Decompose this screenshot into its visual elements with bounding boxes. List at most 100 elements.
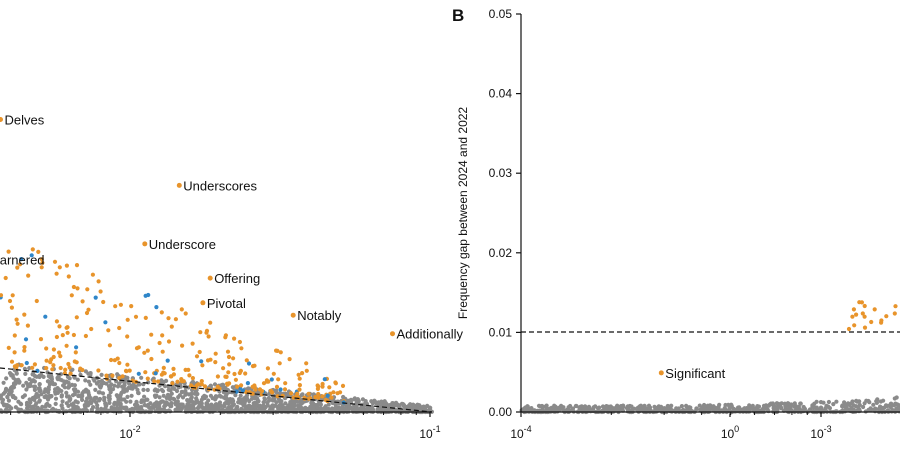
- panel-a-gray-point: [164, 378, 169, 383]
- panel-a-gray-point: [61, 383, 66, 388]
- panel-a-point: [69, 293, 74, 298]
- panel-a-gray-point: [217, 400, 223, 405]
- panel-a-gray-point: [180, 390, 185, 395]
- panel-a-gray-point: [32, 387, 38, 393]
- panel-a-gray-point: [60, 399, 65, 404]
- panel-a-point-label: Underscores: [183, 178, 257, 193]
- panel-b-point: [851, 307, 857, 312]
- panel-a-point: [90, 272, 95, 277]
- panel-a-gray-point: [24, 400, 30, 405]
- panel-a-point: [171, 366, 176, 371]
- panel-a-point: [109, 357, 114, 363]
- panel-a-point: [180, 343, 185, 348]
- panel-a-gray-point: [41, 374, 46, 379]
- panel-a-point: [39, 265, 44, 270]
- panel-a-point: [278, 350, 283, 355]
- panel-a-point: [304, 368, 309, 373]
- panel-a-gray-point: [70, 393, 76, 398]
- panel-a-point: [233, 377, 238, 382]
- panel-a-gray-point: [153, 403, 159, 408]
- panel-a-point: [212, 387, 217, 392]
- panel-a-point: [133, 314, 139, 319]
- panel-b-gray-point: [821, 400, 826, 405]
- panel-a-point: [22, 348, 27, 353]
- panel-a-point: [57, 265, 62, 270]
- panel-b-gray-point: [815, 409, 820, 414]
- panel-a-gray-point: [35, 393, 40, 398]
- panel-a-gray-point: [189, 391, 194, 396]
- panel-b-point: [846, 326, 852, 332]
- panel-b-gray-point: [597, 405, 602, 410]
- panel-a-gray-point: [102, 395, 107, 400]
- panel-a-gray-point: [322, 407, 327, 412]
- panel-a-gray-point: [73, 387, 78, 392]
- panel-a-gray-point: [298, 404, 303, 410]
- panel-a-point: [270, 390, 275, 395]
- panel-a-gray-point: [47, 403, 52, 408]
- panel-a-gray-point: [173, 407, 178, 412]
- tick-base: 10: [419, 427, 433, 441]
- panel-b-gray-point: [604, 404, 609, 409]
- panel-b-gray-point: [842, 400, 847, 405]
- panel-a-point: [124, 369, 129, 374]
- panel-a-point: [297, 383, 302, 388]
- panel-a-point: [89, 326, 94, 332]
- panel-b-gray-point: [868, 406, 873, 411]
- panel-a-gray-point: [59, 393, 64, 398]
- panel-a-point: [66, 274, 71, 279]
- panel-a-point: [15, 265, 20, 270]
- panel-b-gray-point: [798, 401, 803, 406]
- panel-b-gray-point: [642, 403, 647, 408]
- panel-a-point: [44, 346, 49, 351]
- panel-a-point: [266, 379, 271, 384]
- panel-b-gray-point: [585, 405, 590, 410]
- panel-a-gray-point: [32, 397, 37, 402]
- panel-a-point: [22, 345, 27, 350]
- panel-a-gray-point: [333, 403, 338, 408]
- panel-a-gray-point: [193, 401, 198, 406]
- panel-a-point: [316, 391, 321, 397]
- panel-b-point: [860, 311, 865, 316]
- panel-b-gray-point: [792, 404, 797, 409]
- panel-a-point: [200, 363, 205, 368]
- panel-a-point: [187, 373, 192, 378]
- tick-base: 10: [810, 427, 824, 441]
- panel-a-point: [80, 367, 85, 373]
- panel-a-point: [67, 365, 72, 370]
- panel-b-y-ticks: 0.00 0.01 0.02 0.03 0.04 0.05: [489, 7, 521, 419]
- panel-a-point: [215, 374, 220, 379]
- panel-a-gray-point: [154, 393, 159, 398]
- panel-a-point: [202, 384, 208, 389]
- panel-a-gray-point: [1, 380, 6, 385]
- panel-a-gray-point: [37, 373, 42, 378]
- panel-a-point: [127, 368, 132, 373]
- panel-b-gray-point: [814, 399, 819, 404]
- panel-a-point: [169, 374, 174, 379]
- panel-a-point: [152, 379, 157, 384]
- panel-a-gray-point: [246, 403, 252, 408]
- panel-a-point: [213, 360, 218, 365]
- panel-a-point: [7, 298, 13, 304]
- panel-a-point: [93, 295, 98, 300]
- tick-exponent: -4: [524, 424, 532, 434]
- panel-a-point: [118, 302, 123, 307]
- panel-a-x-tick-label: 10-1: [419, 424, 440, 441]
- panel-a-point: [197, 349, 202, 355]
- panel-a-gray-point: [145, 397, 150, 402]
- panel-b-y-tick-label: 0.03: [489, 166, 513, 180]
- panel-a-gray-point: [224, 393, 229, 398]
- panel-a-gray-point: [67, 384, 72, 389]
- panel-a-point: [51, 347, 57, 352]
- panel-b-gray-point: [873, 409, 878, 414]
- panel-a-point: [107, 343, 112, 348]
- panel-b-point: [869, 319, 874, 325]
- panel-a-gray-point: [244, 407, 249, 412]
- panel-b-gray-point: [574, 403, 579, 409]
- panel-a-gray-point: [125, 394, 130, 399]
- panel-a-point: [149, 332, 154, 337]
- panel-a-gray-point: [162, 404, 167, 409]
- panel-a-gray-point: [27, 404, 32, 409]
- panel-a-gray-point: [53, 389, 58, 394]
- panel-a-point: [340, 383, 346, 388]
- panel-a-gray-point: [115, 384, 121, 389]
